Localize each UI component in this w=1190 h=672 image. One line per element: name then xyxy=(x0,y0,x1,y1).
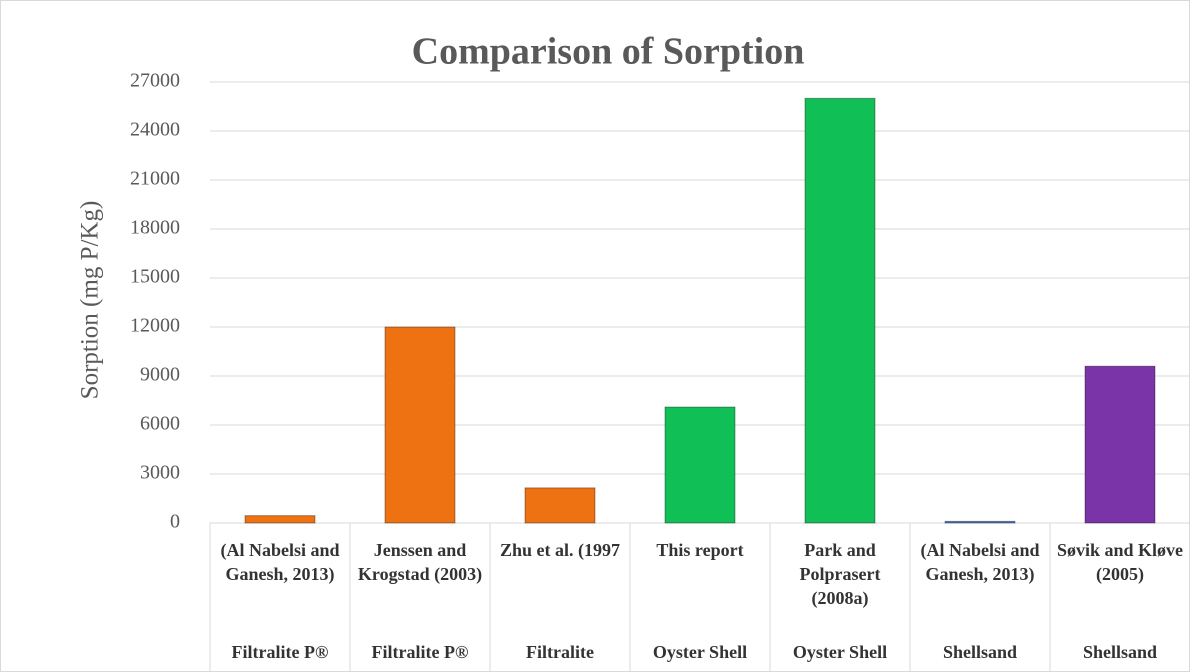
group-label: Filtralite P® xyxy=(231,642,329,662)
x-tick-label: (Al Nabelsi and Ganesh, 2013) xyxy=(220,540,340,584)
group-label: Oyster Shell xyxy=(792,642,888,662)
group-label: Filtralite P® xyxy=(371,642,469,662)
group-label: Oyster Shell xyxy=(652,642,748,662)
group-label: Shellsand xyxy=(942,642,1018,662)
x-tick-label: Jenssen and Krogstad (2003) xyxy=(357,540,483,584)
y-tick-label: 3000 xyxy=(140,462,180,484)
x-tick-label: This report xyxy=(656,540,744,560)
y-axis-label: Sorption (mg P/Kg) xyxy=(77,201,104,400)
bar xyxy=(664,406,736,524)
chart-title: Comparison of Sorption xyxy=(412,31,805,73)
y-tick-label: 6000 xyxy=(140,413,180,435)
x-tick-label: Zhu et al. (1997 xyxy=(499,540,620,560)
x-tick-label: (Al Nabelsi and Ganesh, 2013) xyxy=(920,540,1040,584)
y-tick-label: 21000 xyxy=(130,168,180,190)
bar xyxy=(944,520,1016,524)
bar xyxy=(384,326,456,524)
bar xyxy=(524,487,596,524)
x-tick-label: Søvik and Kløve (2005) xyxy=(1056,540,1184,584)
y-tick-label: 24000 xyxy=(130,119,180,141)
y-tick-label: 9000 xyxy=(140,364,180,386)
bar xyxy=(244,515,316,524)
y-tick-label: 12000 xyxy=(130,315,180,337)
y-tick-label: 0 xyxy=(170,511,180,533)
y-tick-label: 27000 xyxy=(130,70,180,92)
bar xyxy=(804,97,876,524)
group-label: Filtralite xyxy=(526,642,594,662)
group-label: Shellsand xyxy=(1082,642,1158,662)
y-tick-label: 15000 xyxy=(130,266,180,288)
x-tick-label: Park and Polprasert (2008a) xyxy=(799,540,881,608)
bar xyxy=(1084,365,1156,524)
y-tick-label: 18000 xyxy=(130,217,180,239)
